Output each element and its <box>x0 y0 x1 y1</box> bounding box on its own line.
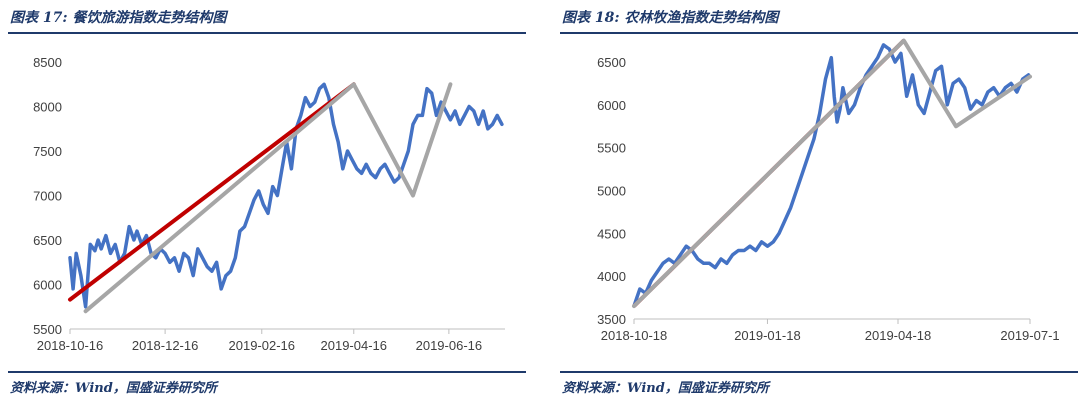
panel-agriculture: 图表 18: 农林牧渔指数走势结构图 3500 4000 4500 5000 5500 6… <box>552 0 1080 402</box>
chart-title: 图表 18: 农林牧渔指数走势结构图 <box>562 10 779 26</box>
source-note: 资料来源：Wind，国盛证券研究所 <box>10 381 217 396</box>
y-tick-label: 4500 <box>597 226 626 241</box>
chart-title: 图表 17: 餐饮旅游指数走势结构图 <box>10 10 227 26</box>
source-divider <box>560 371 1078 373</box>
x-tick-label: 2019-07-1 <box>1000 328 1059 343</box>
y-tick-label: 5000 <box>597 184 626 199</box>
title-divider <box>560 32 1078 34</box>
y-tick-label: 7000 <box>33 189 62 204</box>
restaurant-tourism-index-chart: 5500 6000 6500 7000 7500 8000 8500 2018-10-16 20… <box>33 55 505 353</box>
source-divider <box>8 371 526 373</box>
y-tick-label: 5500 <box>597 141 626 156</box>
y-tick-label: 6500 <box>597 55 626 70</box>
y-tick-label: 4000 <box>597 269 626 284</box>
x-tick-label: 2019-02-16 <box>229 338 296 353</box>
trend-line-red <box>68 82 356 302</box>
y-tick-label: 6000 <box>597 98 626 113</box>
x-tick-label: 2019-06-16 <box>416 338 483 353</box>
y-tick-label: 7500 <box>33 144 62 159</box>
source-note: 资料来源：Wind，国盛证券研究所 <box>562 381 769 396</box>
y-tick-label: 6500 <box>33 233 62 248</box>
x-tick-label: 2019-04-16 <box>321 338 388 353</box>
x-tick-label: 2019-04-18 <box>865 328 932 343</box>
index-series-line <box>632 43 1031 308</box>
x-tick-label: 2018-12-16 <box>132 338 199 353</box>
y-tick-label: 6000 <box>33 278 62 293</box>
y-tick-label: 3500 <box>597 312 626 327</box>
structure-line-gray <box>83 82 453 314</box>
y-tick-label: 5500 <box>33 322 62 337</box>
title-divider <box>8 32 526 34</box>
agriculture-index-chart: 3500 4000 4500 5000 5500 6000 6500 2018-10-18 20… <box>597 38 1060 343</box>
x-tick-label: 2018-10-16 <box>37 338 104 353</box>
y-tick-label: 8000 <box>33 100 62 115</box>
y-tick-label: 8500 <box>33 55 62 70</box>
x-tick-label: 2019-01-18 <box>734 328 801 343</box>
index-series-line <box>68 82 504 309</box>
trend-line-dash-overlay <box>632 39 906 308</box>
panel-restaurant-tourism: 图表 17: 餐饮旅游指数走势结构图 5500 6000 6500 7000 7500 8… <box>0 0 530 402</box>
x-tick-label: 2018-10-18 <box>601 328 668 343</box>
